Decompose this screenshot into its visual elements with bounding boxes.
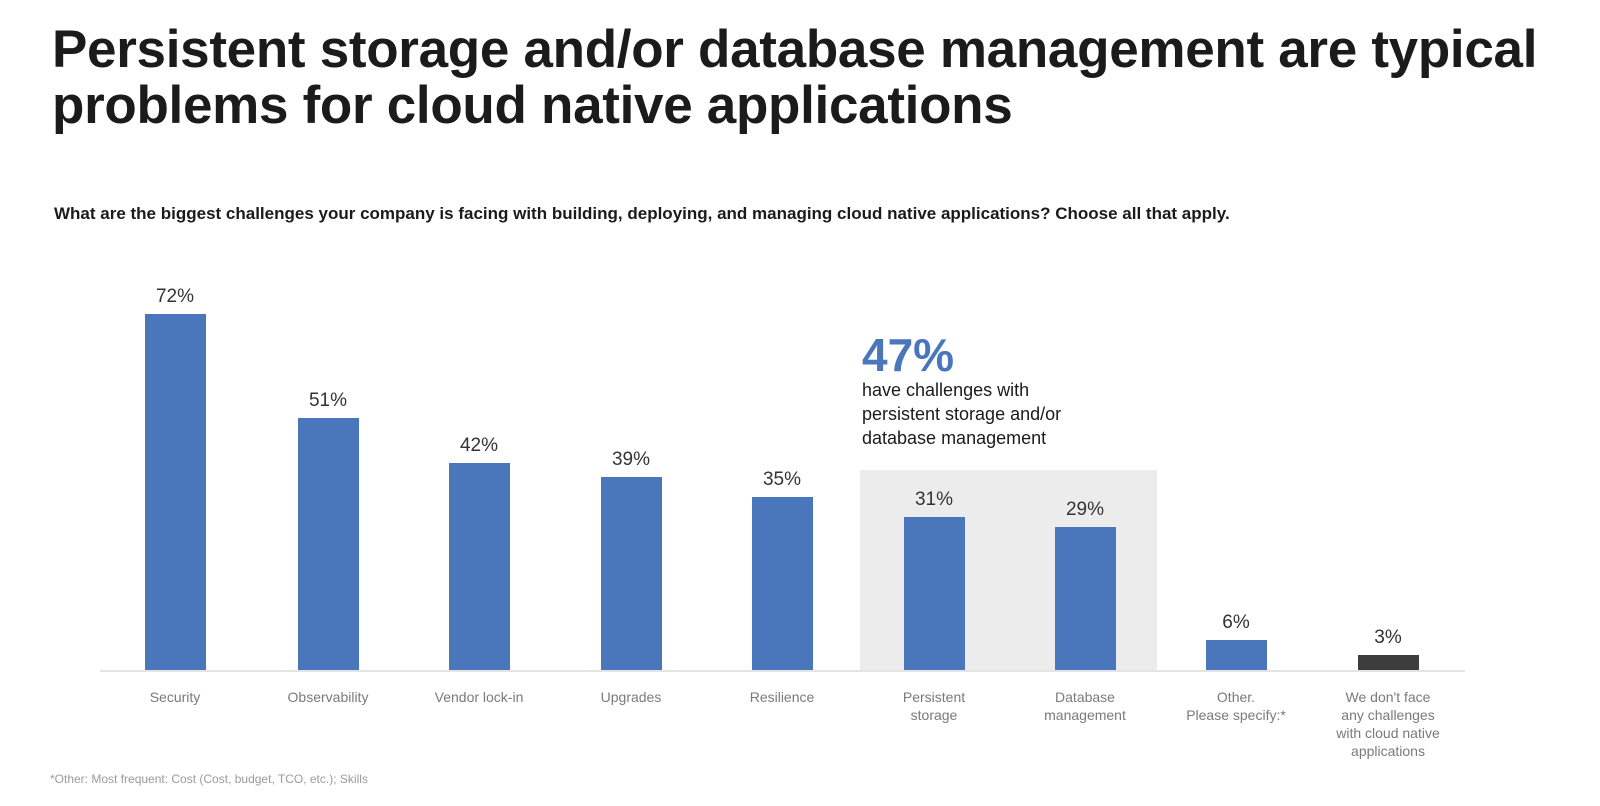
bar xyxy=(448,462,510,670)
category-label: Persistent storage xyxy=(902,689,966,723)
bar-value-label: 42% xyxy=(459,434,499,456)
bar xyxy=(600,477,662,670)
category-label: Database management xyxy=(1044,689,1126,723)
category-label: Upgrades xyxy=(600,689,662,705)
callout-text: have challenges with persistent storage … xyxy=(862,380,1062,448)
category-label: Other. Please specify:* xyxy=(1186,689,1286,723)
callout-value: 47% xyxy=(862,329,955,381)
bar xyxy=(903,516,965,670)
x-axis-line xyxy=(100,670,1465,672)
bar xyxy=(144,314,206,670)
bar-value-label: 72% xyxy=(155,286,195,308)
category-label: Observability xyxy=(287,689,369,705)
survey-question: What are the biggest challenges your com… xyxy=(54,204,1230,223)
bar-value-label: 29% xyxy=(1065,498,1105,520)
page-title: Persistent storage and/or database manag… xyxy=(52,20,1538,135)
category-label: Security xyxy=(149,689,201,705)
category-label: We don't face any challenges with cloud … xyxy=(1336,689,1440,759)
bar xyxy=(1205,640,1267,670)
bar xyxy=(1357,655,1419,670)
bar-value-label: 6% xyxy=(1222,612,1250,634)
bar xyxy=(297,418,359,670)
bar-value-label: 35% xyxy=(762,469,802,491)
bar xyxy=(1054,526,1116,670)
bar-value-label: 39% xyxy=(611,449,651,471)
bar xyxy=(751,497,813,670)
bar-value-label: 51% xyxy=(308,390,348,412)
bar-value-label: 31% xyxy=(914,488,954,510)
bar-value-label: 3% xyxy=(1374,627,1402,649)
category-label: Vendor lock-in xyxy=(434,689,524,705)
footnote: *Other: Most frequent: Cost (Cost, budge… xyxy=(50,772,368,786)
category-label: Resilience xyxy=(749,689,815,705)
